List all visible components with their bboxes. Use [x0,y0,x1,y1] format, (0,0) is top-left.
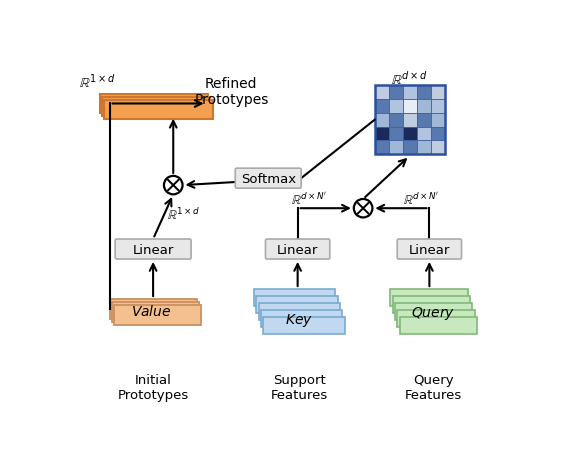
FancyBboxPatch shape [416,113,430,127]
FancyBboxPatch shape [235,169,301,189]
FancyBboxPatch shape [389,86,403,100]
Text: $\mathbf{\mathit{Query}}$: $\mathbf{\mathit{Query}}$ [411,304,456,321]
FancyBboxPatch shape [110,299,197,319]
FancyBboxPatch shape [389,100,403,113]
FancyBboxPatch shape [403,100,416,113]
Text: Linear: Linear [409,243,450,256]
Text: Linear: Linear [132,243,174,256]
Circle shape [354,200,372,218]
Text: $\mathbb{R}^{d \times d}$: $\mathbb{R}^{d \times d}$ [392,69,428,87]
FancyBboxPatch shape [416,86,430,100]
FancyBboxPatch shape [393,297,470,313]
FancyBboxPatch shape [403,86,416,100]
Text: Initial
Prototypes: Initial Prototypes [118,373,188,401]
FancyBboxPatch shape [375,127,389,141]
FancyBboxPatch shape [375,100,389,113]
Text: $\mathbb{R}^{1 \times d}$: $\mathbb{R}^{1 \times d}$ [167,207,201,223]
FancyBboxPatch shape [430,86,444,100]
FancyBboxPatch shape [400,317,477,334]
Text: $\mathbb{R}^{d \times N'}$: $\mathbb{R}^{d \times N'}$ [291,191,327,207]
FancyBboxPatch shape [397,310,474,327]
Circle shape [164,176,183,195]
FancyBboxPatch shape [430,141,444,155]
FancyBboxPatch shape [430,100,444,113]
Text: $\mathbf{\mathit{Value}}$: $\mathbf{\mathit{Value}}$ [131,303,172,319]
FancyBboxPatch shape [102,98,211,117]
FancyBboxPatch shape [390,290,467,306]
FancyBboxPatch shape [403,127,416,141]
FancyBboxPatch shape [100,95,208,113]
FancyBboxPatch shape [403,141,416,155]
FancyBboxPatch shape [263,317,345,334]
FancyBboxPatch shape [389,113,403,127]
Text: Linear: Linear [277,243,318,256]
FancyBboxPatch shape [416,127,430,141]
FancyBboxPatch shape [375,86,389,100]
FancyBboxPatch shape [395,303,472,320]
FancyBboxPatch shape [261,310,342,327]
FancyBboxPatch shape [256,297,338,313]
FancyBboxPatch shape [104,101,213,120]
FancyBboxPatch shape [430,113,444,127]
FancyBboxPatch shape [375,141,389,155]
Text: Refined
Prototypes: Refined Prototypes [194,77,269,107]
FancyBboxPatch shape [389,127,403,141]
FancyBboxPatch shape [430,127,444,141]
Text: Softmax: Softmax [241,172,296,185]
FancyBboxPatch shape [416,141,430,155]
Text: $\mathbf{\mathit{Key}}$: $\mathbf{\mathit{Key}}$ [285,312,313,329]
FancyBboxPatch shape [259,303,340,320]
FancyBboxPatch shape [375,113,389,127]
FancyBboxPatch shape [114,306,201,325]
FancyBboxPatch shape [389,141,403,155]
Text: $\mathbb{R}^{d \times N'}$: $\mathbb{R}^{d \times N'}$ [403,191,440,207]
Text: Query
Features: Query Features [405,373,462,401]
FancyBboxPatch shape [266,240,330,259]
FancyBboxPatch shape [397,240,462,259]
FancyBboxPatch shape [115,240,191,259]
FancyBboxPatch shape [112,302,199,323]
FancyBboxPatch shape [403,113,416,127]
FancyBboxPatch shape [254,290,335,306]
Text: $\mathbb{R}^{1 \times d}$: $\mathbb{R}^{1 \times d}$ [79,73,115,91]
FancyBboxPatch shape [416,100,430,113]
Text: Support
Features: Support Features [270,373,328,401]
